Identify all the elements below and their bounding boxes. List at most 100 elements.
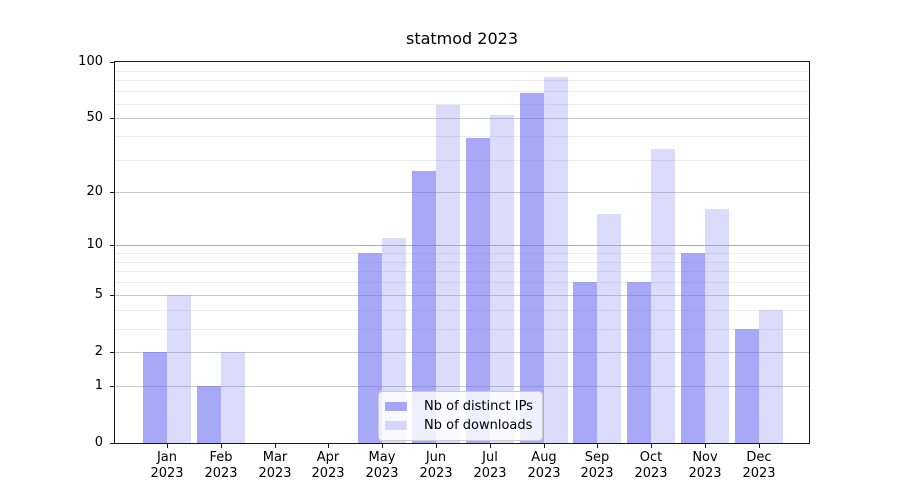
- x-tick-mark: [167, 444, 168, 448]
- x-tick-year: 2023: [473, 466, 507, 481]
- y-tick-label: 2: [94, 344, 103, 359]
- y-tick-mark: [110, 62, 114, 63]
- x-tick-mark: [328, 444, 329, 448]
- bar-downloads-sep: [597, 214, 621, 443]
- y-tick-label: 20: [86, 184, 103, 199]
- gridline-minor: [115, 310, 809, 311]
- y-tick-mark: [110, 192, 114, 193]
- x-tick-mark: [490, 444, 491, 448]
- legend-label: Nb of distinct IPs: [424, 399, 533, 414]
- x-tick-year: 2023: [580, 466, 614, 481]
- x-tick-year: 2023: [634, 466, 668, 481]
- bar-ips-feb: [197, 386, 221, 443]
- plot-area: Nb of distinct IPs Nb of downloads: [114, 61, 810, 444]
- x-tick-month: Mar: [262, 450, 288, 465]
- x-tick-label: Feb 2023: [189, 450, 253, 482]
- x-tick-mark: [436, 444, 437, 448]
- legend-item: Nb of distinct IPs: [385, 397, 533, 416]
- x-tick-month: Feb: [209, 450, 233, 465]
- bar-ips-aug: [520, 93, 544, 443]
- x-tick-mark: [705, 444, 706, 448]
- x-tick-mark: [275, 444, 276, 448]
- x-tick-mark: [544, 444, 545, 448]
- gridline-minor: [115, 71, 809, 72]
- x-tick-label: May 2023: [350, 450, 414, 482]
- y-tick-label: 50: [86, 110, 103, 125]
- y-tick-label: 10: [86, 237, 103, 252]
- y-tick-mark: [110, 352, 114, 353]
- x-tick-mark: [382, 444, 383, 448]
- y-tick-mark: [110, 245, 114, 246]
- gridline-minor: [115, 282, 809, 283]
- x-tick-mark: [759, 444, 760, 448]
- bar-ips-dec: [735, 329, 759, 443]
- y-tick-mark: [110, 386, 114, 387]
- x-tick-month: Jan: [156, 450, 178, 465]
- gridline-minor: [115, 329, 809, 330]
- x-tick-label: Jul 2023: [458, 450, 522, 482]
- bar-ips-sep: [573, 282, 597, 443]
- y-tick-mark: [110, 443, 114, 444]
- x-tick-mark: [651, 444, 652, 448]
- gridline-major: [115, 245, 809, 246]
- x-tick-year: 2023: [150, 466, 184, 481]
- gridline-minor: [115, 136, 809, 137]
- x-tick-month: Aug: [531, 450, 557, 465]
- x-tick-month: Oct: [639, 450, 663, 465]
- gridline-major: [115, 352, 809, 353]
- gridline-minor: [115, 104, 809, 105]
- x-tick-year: 2023: [258, 466, 292, 481]
- gridline-minor: [115, 271, 809, 272]
- x-tick-year: 2023: [688, 466, 722, 481]
- y-tick-label: 5: [94, 287, 103, 302]
- gridline-minor: [115, 253, 809, 254]
- bar-downloads-jul: [490, 115, 514, 443]
- x-tick-month: Nov: [692, 450, 718, 465]
- x-tick-label: Oct 2023: [619, 450, 683, 482]
- gridline-minor: [115, 160, 809, 161]
- bar-downloads-jun: [436, 105, 460, 443]
- bar-downloads-oct: [651, 149, 675, 443]
- x-tick-mark: [221, 444, 222, 448]
- y-tick-label: 0: [94, 435, 103, 450]
- x-tick-label: Dec 2023: [727, 450, 791, 482]
- y-tick-label: 1: [94, 378, 103, 393]
- y-tick-mark: [110, 118, 114, 119]
- x-tick-mark: [597, 444, 598, 448]
- x-tick-year: 2023: [365, 466, 399, 481]
- legend-item: Nb of downloads: [385, 416, 533, 435]
- gridline-major: [115, 192, 809, 193]
- x-tick-label: Nov 2023: [673, 450, 737, 482]
- x-tick-label: Jan 2023: [135, 450, 199, 482]
- bar-ips-jan: [143, 352, 167, 443]
- x-tick-label: Mar 2023: [243, 450, 307, 482]
- x-tick-month: Apr: [316, 450, 340, 465]
- legend-swatch: [385, 421, 407, 430]
- bar-ips-oct: [627, 282, 651, 443]
- gridline-major: [115, 386, 809, 387]
- x-tick-year: 2023: [527, 466, 561, 481]
- bar-downloads-nov: [705, 209, 729, 443]
- x-tick-month: Jun: [425, 450, 447, 465]
- x-tick-label: Jun 2023: [404, 450, 468, 482]
- bar-downloads-jan: [167, 295, 191, 443]
- y-tick-label: 100: [78, 54, 103, 69]
- bar-downloads-dec: [759, 310, 783, 443]
- x-tick-year: 2023: [204, 466, 238, 481]
- bar-ips-nov: [681, 253, 705, 443]
- x-tick-month: May: [368, 450, 396, 465]
- x-tick-label: Apr 2023: [296, 450, 360, 482]
- x-tick-year: 2023: [742, 466, 776, 481]
- y-tick-mark: [110, 295, 114, 296]
- gridline-minor: [115, 80, 809, 81]
- x-tick-label: Sep 2023: [565, 450, 629, 482]
- gridline-major: [115, 118, 809, 119]
- bar-downloads-feb: [221, 352, 245, 443]
- gridline-minor: [115, 262, 809, 263]
- legend: Nb of distinct IPs Nb of downloads: [378, 391, 543, 441]
- gridline-minor: [115, 91, 809, 92]
- x-tick-year: 2023: [311, 466, 345, 481]
- x-tick-month: Sep: [584, 450, 610, 465]
- chart-title: statmod 2023: [405, 29, 519, 48]
